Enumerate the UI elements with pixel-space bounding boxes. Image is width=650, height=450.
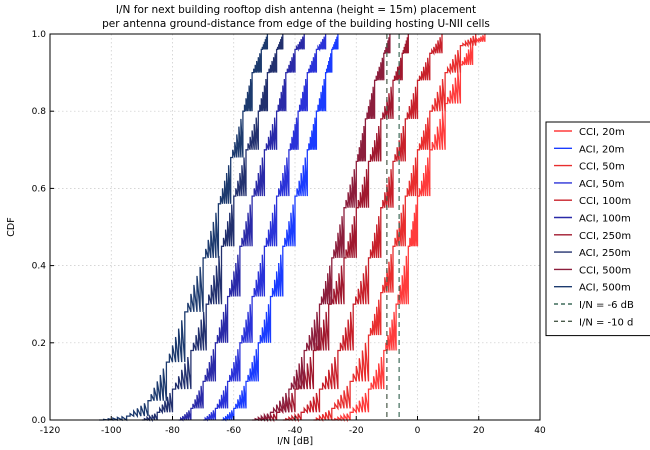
- y-tick-label: 0.4: [32, 262, 47, 272]
- legend-label: CCI, 500m: [579, 265, 631, 276]
- x-tick-label: -40: [288, 426, 303, 436]
- y-tick-label: 1.0: [32, 30, 47, 40]
- axis-ticks: -120 -100 -80 -60 -40 -20 0 20 40 0.0 0.2 0.4 0.6 0.8…: [32, 30, 546, 436]
- series-line: [313, 34, 477, 422]
- x-axis-label: I/N [dB]: [277, 436, 313, 447]
- legend-label: ACI, 500m: [579, 283, 631, 294]
- legend-label: ACI, 50m: [579, 179, 624, 190]
- legend-label: CCI, 50m: [579, 162, 625, 173]
- series-line: [331, 34, 486, 423]
- y-tick-label: 0.2: [32, 339, 46, 349]
- x-tick-label: -120: [40, 426, 61, 436]
- x-tick-label: -80: [165, 426, 180, 436]
- chart-title: I/N for next building rooftop dish anten…: [116, 4, 476, 16]
- y-axis-label: CDF: [6, 217, 17, 236]
- x-tick-label: 40: [534, 426, 546, 436]
- series-line: [221, 34, 339, 422]
- series-lines: [99, 34, 486, 423]
- legend-label: I/N = -6 dB: [579, 300, 634, 311]
- series-line: [258, 34, 409, 423]
- x-tick-label: 0: [415, 426, 421, 436]
- x-tick-label: -20: [349, 426, 364, 436]
- series-line: [178, 34, 305, 422]
- legend-label: CCI, 250m: [579, 231, 631, 242]
- y-tick-label: 0.6: [32, 184, 47, 194]
- reference-lines: [386, 34, 400, 420]
- legend-label: ACI, 20m: [579, 144, 624, 155]
- chart-subtitle: per antenna ground-distance from edge of…: [102, 18, 490, 30]
- y-tick-label: 0.8: [32, 107, 47, 117]
- legend-label: ACI, 100m: [579, 214, 631, 225]
- legend-label: CCI, 20m: [579, 127, 625, 138]
- series-line: [282, 34, 443, 423]
- legend-label: CCI, 100m: [579, 196, 631, 207]
- x-tick-label: -60: [226, 426, 241, 436]
- series-line: [141, 34, 284, 423]
- legend-box: [545, 121, 650, 337]
- legend-label: I/N = -10 d: [579, 317, 633, 328]
- y-tick-label: 0.0: [32, 416, 47, 426]
- x-tick-label: 20: [473, 426, 485, 436]
- legend: CCI, 20m ACI, 20m CCI, 50m ACI, 50m CCI, 100…: [545, 121, 650, 337]
- series-line: [99, 34, 269, 422]
- legend-label: ACI, 250m: [579, 248, 631, 259]
- x-tick-label: -100: [101, 426, 122, 436]
- series-line: [252, 34, 391, 423]
- series-line: [203, 34, 327, 422]
